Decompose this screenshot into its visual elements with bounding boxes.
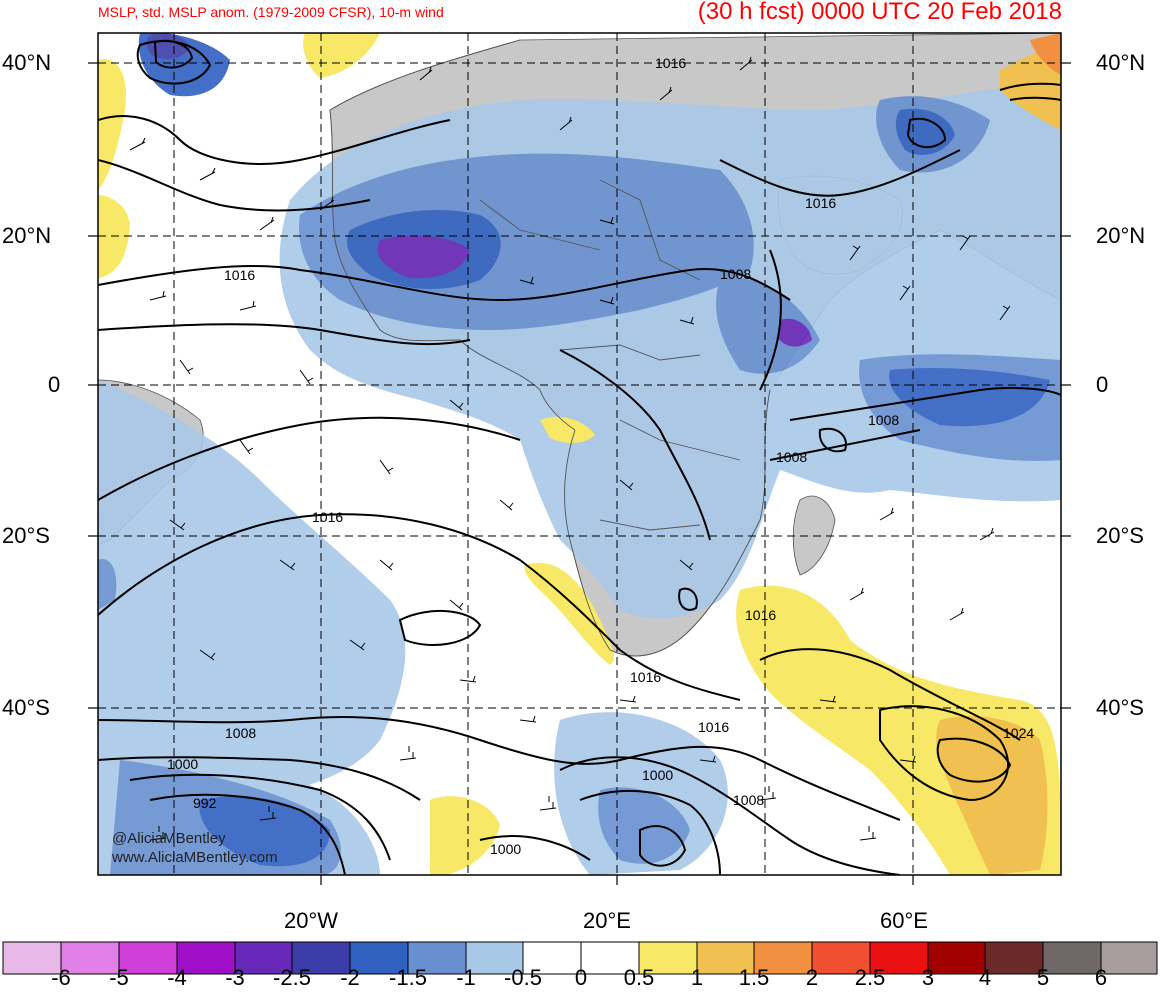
lat-label-left: 20°N <box>2 223 52 248</box>
colorbar-label: -4 <box>167 965 187 990</box>
isobar-label: 1016 <box>805 195 836 211</box>
colorbar-box <box>984 941 1044 975</box>
colorbar-label: 2.5 <box>854 965 886 990</box>
colorbar-label: 0.5 <box>623 965 655 990</box>
lat-label-right: 40°N <box>1096 50 1146 75</box>
colorbar-label: 0 <box>574 965 588 990</box>
colorbar-box <box>118 941 178 975</box>
isobar-label: 1016 <box>630 669 661 685</box>
isobar-label: 1016 <box>312 509 343 525</box>
lat-label-left: 40°S <box>2 695 50 720</box>
anomaly-shading <box>98 33 1061 875</box>
map-frame <box>97 32 1062 876</box>
colorbar-label: 3 <box>921 965 935 990</box>
isobar-labels: 1016 1016 1008 1016 1008 1008 1016 1016 … <box>167 55 1034 857</box>
isobar-label: 1000 <box>642 767 673 783</box>
colorbar-box <box>465 941 524 975</box>
colorbar-box <box>1100 941 1158 975</box>
colorbar-box <box>349 941 409 975</box>
lon-label: 20°E <box>583 908 631 933</box>
colorbar-label: -1 <box>456 965 476 990</box>
forecast-time-title: (30 h fcst) 0000 UTC 20 Feb 2018 <box>697 0 1062 25</box>
colorbar-box <box>927 941 986 975</box>
colorbar-label: -5 <box>109 965 129 990</box>
colorbar <box>2 941 1158 975</box>
colorbar-label: 5 <box>1036 965 1050 990</box>
colorbar-label: -0.5 <box>504 965 542 990</box>
colorbar-label: 2 <box>805 965 819 990</box>
watermark-url: www.AliciaMBentley.com <box>112 849 278 866</box>
colorbar-box <box>1042 941 1102 975</box>
isobar-label: 1008 <box>776 449 807 465</box>
positive-anomaly-shading <box>98 33 1061 875</box>
isobar-label: 1000 <box>490 841 521 857</box>
colorbar-label: -2 <box>340 965 360 990</box>
colorbar-label: -3 <box>225 965 245 990</box>
lat-label-right: 0 <box>1096 372 1109 397</box>
colorbar-box <box>869 941 929 975</box>
isobar-label: 1016 <box>698 719 729 735</box>
lat-label-left: 40°N <box>2 50 52 75</box>
lat-label-right: 40°S <box>1096 695 1144 720</box>
colorbar-label: 6 <box>1094 965 1108 990</box>
colorbar-label: 4 <box>978 965 992 990</box>
colorbar-box <box>407 941 467 975</box>
isobar-label: 1008 <box>733 792 764 808</box>
axis-ticks <box>88 62 1071 885</box>
coastlines <box>329 39 771 657</box>
colorbar-box <box>2 941 62 975</box>
colorbar-label: 1 <box>690 965 704 990</box>
isobar-label: 1000 <box>167 756 198 772</box>
colorbar-box <box>696 941 755 975</box>
isobar-label: 1008 <box>868 412 899 428</box>
lon-label: 20°W <box>284 908 339 933</box>
isobar-label: 1008 <box>225 725 256 741</box>
lat-label-left: 0 <box>48 372 61 397</box>
colorbar-label: -1.5 <box>389 965 427 990</box>
colorbar-box <box>811 941 871 975</box>
colorbar-box <box>234 941 293 975</box>
lon-label: 60°E <box>880 908 928 933</box>
colorbar-label: -6 <box>51 965 71 990</box>
isobar-label: 1008 <box>720 266 751 282</box>
isobar-label: 1016 <box>655 55 686 71</box>
isobar-label: 1016 <box>224 267 255 283</box>
lat-label-right: 20°N <box>1096 223 1146 248</box>
colorbar-label: 1.5 <box>738 965 770 990</box>
colorbar-box <box>580 941 640 975</box>
colorbar-box <box>291 941 351 975</box>
lat-label-right: 20°S <box>1096 523 1144 548</box>
lat-label-left: 20°S <box>2 523 50 548</box>
colorbar-label: -2.5 <box>273 965 311 990</box>
wind-barbs <box>129 56 1011 841</box>
map-title: MSLP, std. MSLP anom. (1979-2009 CFSR), … <box>98 4 444 20</box>
isobar-label: 1024 <box>1003 725 1034 741</box>
lat-lon-grid <box>98 33 1061 875</box>
watermark-handle: @AliciaMBentley <box>112 830 226 847</box>
isobar-label: 1016 <box>745 607 776 623</box>
isobars <box>98 39 1061 875</box>
colorbar-box <box>522 941 582 975</box>
isobar-label: 992 <box>193 795 217 811</box>
colorbar-box <box>60 941 120 975</box>
